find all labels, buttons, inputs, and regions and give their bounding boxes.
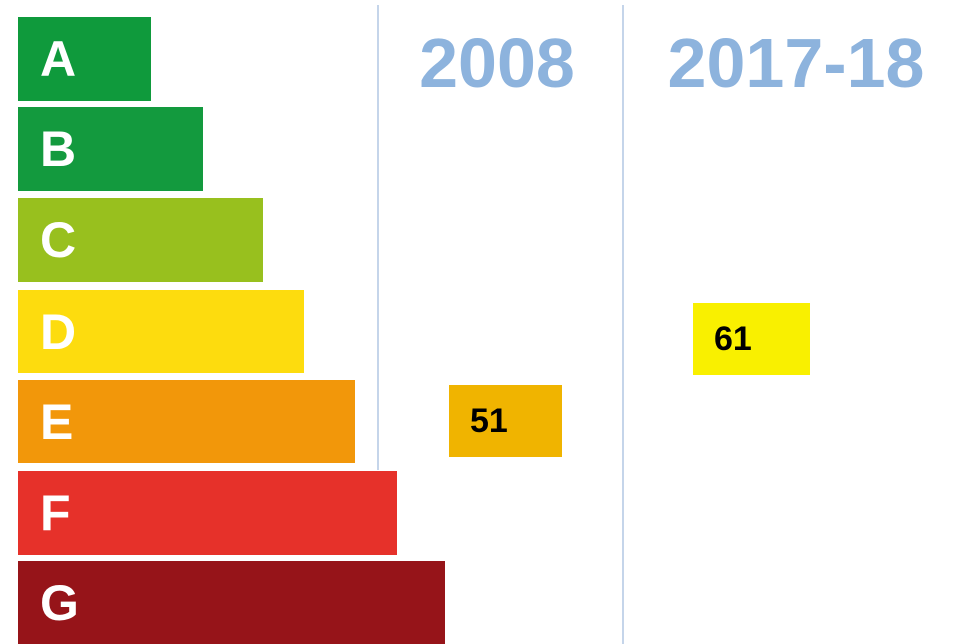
- band: E: [18, 380, 355, 463]
- column-divider: [377, 5, 379, 470]
- band-letter: F: [40, 485, 71, 541]
- rating-value: 61: [714, 320, 752, 358]
- band-letter: D: [40, 303, 77, 360]
- band: F: [18, 471, 397, 555]
- column-heading: 2008: [419, 24, 575, 102]
- column-heading: 2017-18: [667, 24, 925, 102]
- band: D: [18, 290, 304, 373]
- band-letter: C: [40, 212, 77, 268]
- band: G: [18, 561, 445, 644]
- band: A: [18, 17, 151, 101]
- column-divider: [622, 5, 624, 644]
- band-letter: E: [40, 393, 74, 450]
- rating-value: 51: [470, 402, 508, 440]
- rating-box: 51: [449, 385, 562, 457]
- rating-box: 61: [693, 303, 810, 375]
- band: B: [18, 107, 203, 191]
- band-letter: A: [40, 31, 77, 87]
- band: C: [18, 198, 263, 282]
- band-letter: B: [40, 121, 77, 177]
- band-letter: G: [40, 574, 79, 631]
